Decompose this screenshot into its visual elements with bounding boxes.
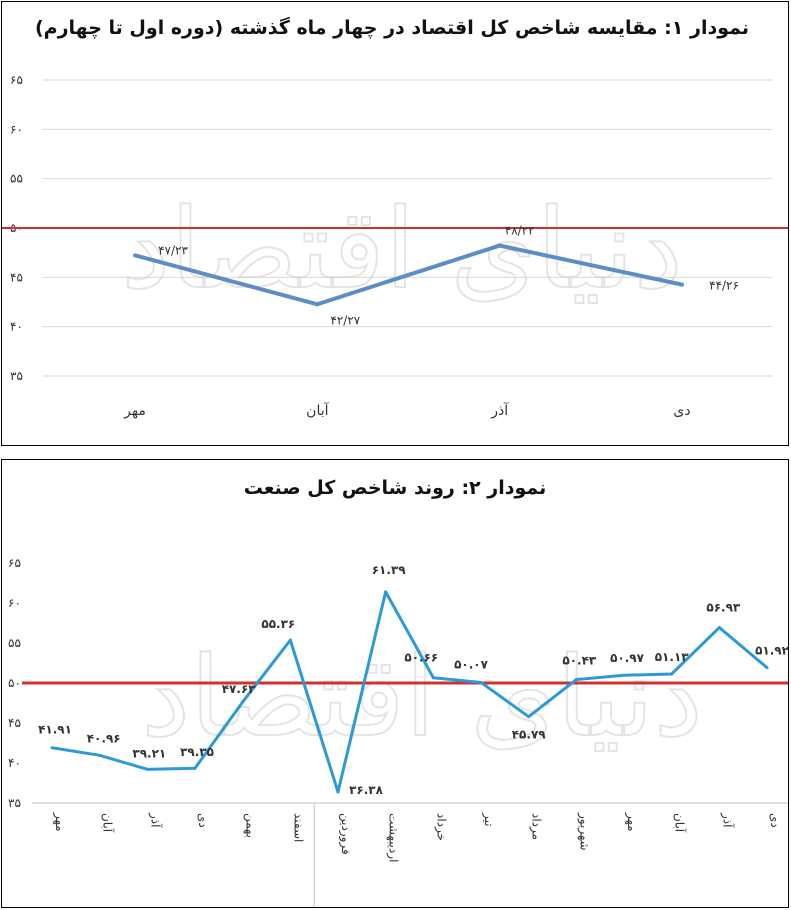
y-tick-label: ۵۵ xyxy=(8,636,21,650)
y-tick-label: ۵۰ xyxy=(8,676,21,690)
data-label: ۴۱.۹۱ xyxy=(38,723,72,737)
data-label: ۴۴/۲۶ xyxy=(709,279,739,293)
watermark: دنیای اقتصاد xyxy=(121,185,683,313)
data-point xyxy=(241,700,245,704)
chart-1-title: نمودار ۱: مقایسه شاخص کل اقتصاد در چهار … xyxy=(35,16,749,39)
chart-2: نمودار ۲: روند شاخص کل صنعت ۳۵ ۴۰ ۴۵ ۵۰ ۵۵ ۶۰ ۶… xyxy=(8,477,788,907)
data-label: ۳۹.۲۱ xyxy=(132,746,166,760)
x-category-label: دی xyxy=(673,403,690,419)
chart-1-panel: نمودار ۱: مقایسه شاخص کل اقتصاد در چهار … xyxy=(1,1,789,446)
x-category-label: مرداد xyxy=(529,813,544,840)
data-label: ۵۰.۰۷ xyxy=(454,657,489,671)
x-category-label: آذر xyxy=(147,812,163,828)
x-category-label: فروردین xyxy=(338,813,353,855)
data-label: ۴۷/۲۳ xyxy=(158,243,188,257)
x-category-label: دی xyxy=(196,813,210,828)
x-category-label: آبان xyxy=(101,813,116,833)
watermark: دنیای اقتصاد xyxy=(141,633,703,761)
y-tick-label: ۳۵ xyxy=(8,796,21,810)
data-label: ۵۵.۳۶ xyxy=(261,617,295,631)
data-label: ۵۰.۶۶ xyxy=(404,651,438,665)
data-point xyxy=(622,673,626,677)
x-category-label: خرداد xyxy=(433,813,448,841)
data-label: ۴۷.۶۳ xyxy=(222,682,257,696)
data-point xyxy=(315,302,320,307)
data-label: ۵۰.۹۷ xyxy=(610,651,645,665)
data-label: ۵۱.۹۲ xyxy=(755,644,788,658)
x-category-label: شهریور xyxy=(576,812,591,851)
data-point xyxy=(497,243,502,248)
data-label: ۵۶.۹۳ xyxy=(706,601,741,615)
data-point xyxy=(384,590,388,594)
x-category-label: آبان xyxy=(306,402,329,419)
y-tick-label: ۶۵ xyxy=(8,556,21,570)
series-line xyxy=(51,590,768,794)
data-point xyxy=(479,680,483,684)
data-point xyxy=(574,678,578,682)
y-tick-label: ۶۰ xyxy=(10,122,23,136)
y-tick-label: ۶۰ xyxy=(8,596,21,610)
x-category-label: مهر xyxy=(123,403,146,419)
data-point xyxy=(670,672,674,676)
y-tick-label: ۶۵ xyxy=(10,73,23,87)
x-category-label: بهمن xyxy=(243,813,258,838)
x-category-label: اسفند xyxy=(291,813,305,842)
data-point xyxy=(193,766,197,770)
x-category-label: اردیبهشت xyxy=(386,813,401,862)
x-category-label: دی xyxy=(768,813,782,828)
data-point xyxy=(50,746,54,750)
y-tick-label: ۵۵ xyxy=(10,172,23,186)
chart-1: نمودار ۱: مقایسه شاخص کل اقتصاد در چهار … xyxy=(2,16,788,419)
series-line xyxy=(134,243,683,307)
chart-2-title: نمودار ۲: روند شاخص کل صنعت xyxy=(244,477,547,499)
data-point xyxy=(431,676,435,680)
y-tick-label: ۴۵ xyxy=(8,716,21,730)
data-point xyxy=(717,626,721,630)
data-label: ۴۰.۹۶ xyxy=(87,731,121,745)
x-category-label: آذر xyxy=(719,812,735,828)
data-point xyxy=(336,790,340,794)
data-label: ۳۹.۳۵ xyxy=(180,745,214,759)
data-point xyxy=(98,753,102,757)
y-tick-label: ۴۵ xyxy=(10,270,23,284)
data-point xyxy=(133,253,137,258)
x-category-label: آبان xyxy=(673,813,688,833)
data-label: ۶۱.۳۹ xyxy=(372,563,407,577)
y-tick-label: ۴۰ xyxy=(8,756,21,770)
data-point xyxy=(527,715,531,719)
chart-2-panel: نمودار ۲: روند شاخص کل صنعت ۳۵ ۴۰ ۴۵ ۵۰ ۵۵ ۶۰ ۶… xyxy=(1,459,789,908)
data-point xyxy=(680,282,684,287)
data-label: ۵۱.۱۳ xyxy=(655,650,690,664)
y-tick-label: ۳۵ xyxy=(10,369,23,383)
y-tick-label: ۴۰ xyxy=(10,320,23,334)
data-label: ۵۰.۴۳ xyxy=(562,654,597,668)
x-category-label: مهر xyxy=(52,812,67,832)
data-point xyxy=(145,767,149,771)
data-label: ۴۵.۷۹ xyxy=(512,728,547,742)
data-point xyxy=(288,638,292,642)
x-category-label: مهر xyxy=(624,812,639,832)
data-label: ۴۲/۲۷ xyxy=(330,313,360,327)
data-label: ۴۸/۲۲ xyxy=(505,224,535,238)
data-point xyxy=(765,666,769,670)
x-category-label: آذر xyxy=(490,402,509,419)
x-category-label: تیر xyxy=(481,812,496,827)
data-label: ۳۶.۳۸ xyxy=(349,783,384,797)
